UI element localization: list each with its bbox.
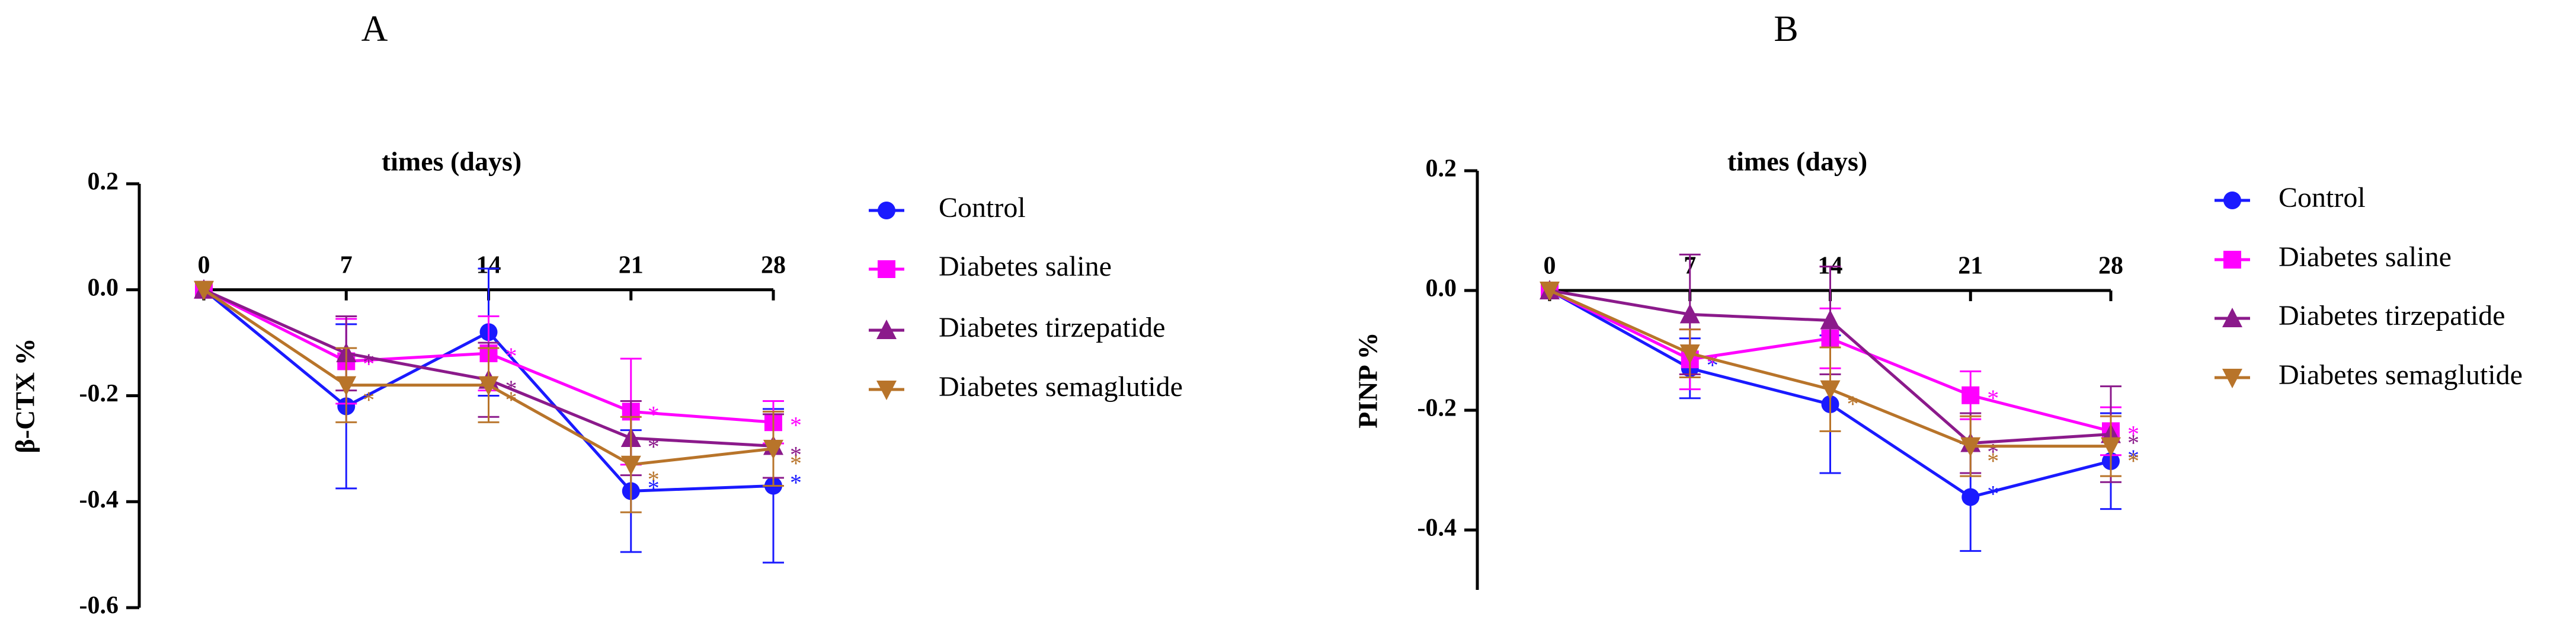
significance-mark: *	[1987, 481, 1999, 507]
marker	[876, 320, 897, 339]
significance-mark: *	[648, 475, 660, 502]
marker	[878, 260, 895, 278]
y-axis-title: β-CTX %	[10, 338, 40, 453]
marker	[1961, 488, 1980, 506]
marker	[2223, 251, 2241, 269]
marker	[763, 439, 783, 459]
x-tick-label: 21	[1958, 253, 1983, 280]
legend-label: Diabetes tirzepatide	[2279, 300, 2505, 331]
significance-mark: *	[363, 349, 375, 375]
marker	[2101, 437, 2121, 457]
marker	[1961, 386, 1980, 404]
x-tick-label: 0	[1544, 253, 1556, 280]
significance-mark: *	[505, 387, 517, 413]
y-tick-label: 0.0	[88, 274, 119, 301]
x-axis-title: times (days)	[1727, 146, 1867, 177]
marker	[1960, 437, 1981, 457]
significance-mark: *	[2127, 430, 2139, 456]
significance-mark: *	[1707, 349, 1719, 375]
legend-label: Control	[2279, 182, 2366, 213]
marker	[620, 455, 641, 475]
marker	[1679, 304, 1700, 324]
marker	[478, 376, 499, 396]
y-tick-label: -0.2	[79, 380, 119, 407]
marker	[1820, 309, 1841, 330]
marker	[336, 376, 357, 396]
significance-mark: *	[648, 466, 660, 493]
marker	[1820, 380, 1841, 400]
y-tick-label: -0.4	[79, 486, 119, 513]
marker	[194, 280, 214, 301]
significance-mark: *	[505, 343, 517, 369]
significance-mark: *	[1987, 385, 1999, 411]
y-tick-label: -0.2	[1417, 395, 1457, 422]
significance-mark: *	[648, 401, 660, 427]
legend-label: Diabetes saline	[2279, 241, 2452, 273]
legend-label: Diabetes saline	[939, 251, 1112, 282]
y-tick-label: -0.6	[79, 592, 119, 620]
significance-mark: *	[2127, 445, 2139, 471]
y-tick-label: -0.4	[1417, 515, 1457, 542]
marker	[2222, 308, 2242, 327]
x-tick-label: 28	[761, 251, 786, 279]
x-tick-label: 7	[340, 251, 353, 279]
marker	[878, 202, 895, 219]
significance-mark: *	[790, 470, 802, 496]
significance-mark: *	[648, 433, 660, 460]
significance-mark: *	[1847, 391, 1859, 417]
y-axis-title: PINP %	[1353, 332, 1383, 428]
marker	[2222, 369, 2242, 388]
marker	[1679, 344, 1700, 365]
significance-mark: *	[790, 442, 802, 468]
marker	[2223, 191, 2241, 209]
marker	[876, 381, 897, 400]
y-tick-label: 0.2	[1426, 155, 1457, 183]
significance-mark: *	[1987, 448, 1999, 474]
panel-label: A	[361, 9, 388, 49]
significance-mark: *	[363, 387, 375, 413]
x-tick-label: 21	[619, 251, 644, 279]
y-tick-label: 0.0	[1426, 275, 1457, 302]
legend-label: Diabetes semaglutide	[2279, 359, 2523, 391]
legend-label: Diabetes semaglutide	[939, 371, 1183, 403]
significance-mark: *	[2127, 421, 2139, 448]
legend-label: Control	[939, 192, 1026, 223]
x-tick-label: 0	[198, 251, 210, 279]
significance-mark: *	[790, 450, 802, 477]
significance-mark: *	[2127, 448, 2139, 474]
marker	[1540, 282, 1560, 301]
legend-label: Diabetes tirzepatide	[939, 312, 1165, 343]
y-tick-label: 0.2	[88, 168, 119, 196]
x-axis-title: times (days)	[382, 146, 521, 177]
x-tick-label: 28	[2098, 253, 2123, 280]
significance-mark: *	[790, 411, 802, 438]
panel-label: B	[1774, 9, 1798, 49]
